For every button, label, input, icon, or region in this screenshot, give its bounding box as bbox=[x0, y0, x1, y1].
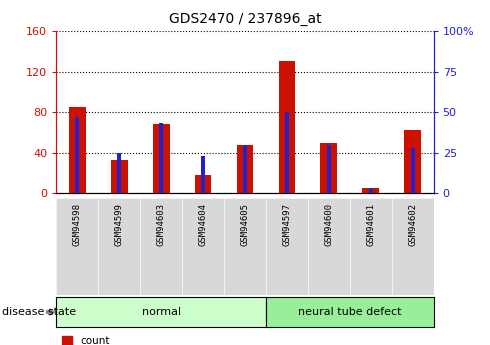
Bar bbox=[243, 145, 247, 193]
Bar bbox=[111, 160, 127, 193]
Text: normal: normal bbox=[142, 307, 181, 317]
Legend: count, percentile rank within the sample: count, percentile rank within the sample bbox=[62, 336, 256, 345]
Bar bbox=[69, 107, 86, 193]
Bar bbox=[237, 145, 253, 193]
Text: GSM94602: GSM94602 bbox=[408, 203, 417, 246]
Text: neural tube defect: neural tube defect bbox=[298, 307, 402, 317]
Bar bbox=[404, 130, 421, 193]
Bar bbox=[117, 152, 122, 193]
Text: GSM94599: GSM94599 bbox=[115, 203, 124, 246]
Text: GSM94601: GSM94601 bbox=[366, 203, 375, 246]
Bar bbox=[278, 61, 295, 193]
Text: disease state: disease state bbox=[2, 307, 76, 317]
Bar bbox=[201, 156, 205, 193]
Text: GDS2470 / 237896_at: GDS2470 / 237896_at bbox=[169, 12, 321, 26]
Bar bbox=[195, 175, 212, 193]
Text: GSM94600: GSM94600 bbox=[324, 203, 333, 246]
Bar bbox=[153, 124, 170, 193]
Bar bbox=[285, 112, 289, 193]
Text: GSM94597: GSM94597 bbox=[282, 203, 292, 246]
Bar bbox=[327, 145, 331, 193]
Text: GSM94603: GSM94603 bbox=[157, 203, 166, 246]
Text: GSM94604: GSM94604 bbox=[198, 203, 208, 246]
Text: GSM94605: GSM94605 bbox=[241, 203, 249, 246]
Bar bbox=[363, 188, 379, 193]
Bar bbox=[320, 142, 337, 193]
Bar bbox=[75, 117, 79, 193]
Bar bbox=[368, 188, 373, 193]
Bar bbox=[159, 124, 163, 193]
Bar bbox=[411, 148, 415, 193]
Text: GSM94598: GSM94598 bbox=[73, 203, 82, 246]
